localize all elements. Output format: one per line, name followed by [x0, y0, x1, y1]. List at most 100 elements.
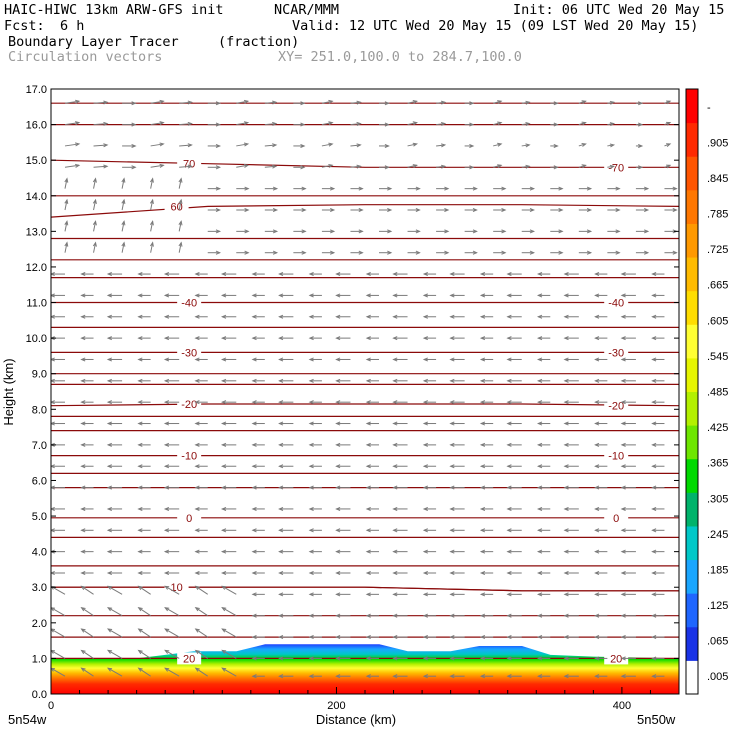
vector-arrow [137, 506, 151, 511]
vector-head [449, 336, 455, 341]
colorbar-label: .545 [707, 351, 728, 363]
vector-head [121, 241, 126, 247]
vector-head [444, 250, 450, 255]
contour-label: -10 [608, 451, 624, 463]
vector-arrow [479, 400, 494, 405]
vector-head [536, 635, 543, 640]
vector-head [106, 570, 112, 576]
vector-head [106, 378, 112, 383]
vector-head [422, 293, 428, 298]
vector-arrow [479, 506, 494, 511]
vector-head [384, 122, 390, 127]
vector-arrow [464, 101, 475, 106]
vector-head [51, 649, 56, 654]
vector-arrow [536, 635, 551, 640]
vector-arrow [422, 272, 437, 277]
vector-arrow [178, 220, 183, 232]
vector-head [178, 198, 183, 205]
vector-head [615, 229, 621, 234]
vector-arrow [392, 485, 408, 490]
vector-arrow [106, 607, 123, 617]
contour-line [51, 586, 679, 592]
vector-head [220, 293, 227, 298]
vector-arrow [194, 667, 209, 677]
vector-head [215, 250, 221, 255]
vector-head [335, 357, 341, 362]
vector-head [594, 314, 600, 319]
vector-head [594, 421, 600, 426]
vector-head [651, 485, 657, 490]
vector-shaft [436, 165, 445, 168]
vector-head [300, 165, 306, 170]
vector-head [278, 272, 284, 277]
vector-arrow [392, 336, 408, 341]
vector-head [644, 207, 650, 213]
vector-arrow [137, 606, 151, 617]
vector-shaft [64, 100, 80, 104]
vector-head [392, 506, 398, 511]
vector-arrow [106, 293, 123, 298]
vector-arrow [150, 121, 165, 126]
colorbar-swatch [686, 593, 698, 628]
vector-head [278, 570, 284, 576]
vector-arrow [106, 667, 123, 677]
vector-head [497, 142, 503, 147]
vector-head [80, 357, 86, 362]
vector-head [392, 570, 398, 576]
vector-shaft [81, 628, 94, 638]
vector-arrow [194, 528, 208, 533]
vector-arrow [137, 314, 151, 319]
vector-head [272, 186, 279, 191]
vector-arrow [620, 485, 636, 490]
vector-arrow [80, 649, 94, 659]
vector-head [536, 378, 543, 383]
vector-arrow [379, 186, 393, 191]
vector-head [563, 314, 569, 319]
vector-head [563, 421, 569, 426]
vector-head [335, 272, 341, 277]
vector-head [220, 272, 227, 277]
vector-arrow [620, 272, 636, 277]
vector-head [51, 442, 55, 447]
vector-arrow [536, 506, 551, 511]
vector-arrow [92, 241, 97, 253]
vector-arrow [479, 357, 494, 362]
vector-head [449, 400, 455, 405]
vector-head [163, 378, 170, 383]
vector-head [194, 667, 200, 672]
vector-shaft [51, 607, 66, 617]
vector-arrow [594, 400, 608, 405]
y-tick-label: 13.0 [26, 226, 47, 238]
vector-arrow [293, 101, 306, 106]
vector-arrow [563, 442, 579, 447]
vector-head [194, 421, 200, 426]
vector-arrow [479, 293, 494, 298]
vector-head [335, 400, 341, 405]
vector-head [651, 635, 657, 640]
vector-head [479, 421, 486, 426]
vector-arrow [449, 528, 465, 533]
vector-arrow [51, 421, 65, 426]
vector-head [194, 570, 200, 576]
vector-head [620, 336, 626, 341]
vector-head [220, 485, 227, 490]
vector-head [365, 314, 371, 319]
vector-head [272, 164, 278, 169]
vector-head [479, 635, 486, 640]
vector-head [563, 592, 569, 597]
y-tick-label: 2.0 [32, 618, 47, 630]
vector-head [422, 378, 428, 383]
vector-arrow [251, 400, 265, 405]
vector-head [609, 122, 616, 127]
vector-head [243, 142, 250, 147]
vector-arrow [179, 143, 193, 148]
vector-head [221, 585, 227, 590]
vector-head [620, 357, 626, 362]
vector-head [594, 357, 600, 362]
contour-label: -20 [181, 399, 197, 411]
vector-head [164, 649, 170, 654]
vector-head [644, 186, 650, 191]
vector-arrow [449, 464, 465, 469]
vector-head [163, 506, 170, 511]
colorbar-label: .665 [707, 280, 728, 292]
